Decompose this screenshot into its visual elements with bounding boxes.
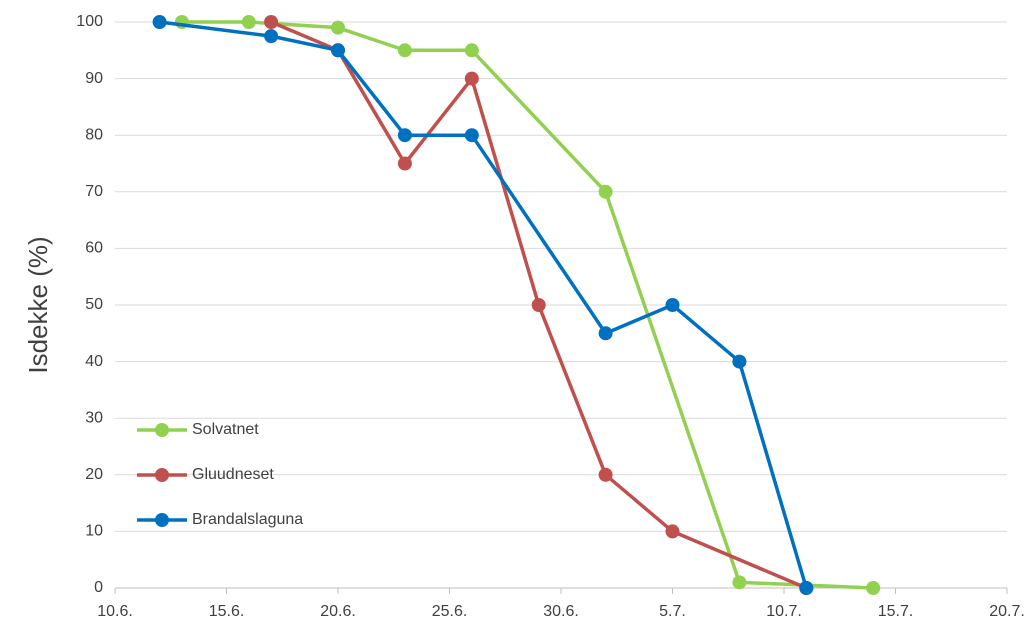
data-point [665, 524, 680, 539]
data-point [152, 15, 167, 29]
data-point [397, 128, 412, 143]
series-line [181, 20, 874, 590]
legend-label: Brandalslaguna [192, 511, 303, 528]
data-point [331, 20, 345, 35]
y-axis-title: Isdekke (%) [23, 236, 53, 373]
data-point [531, 298, 546, 312]
y-tick-label: 80 [85, 126, 103, 143]
x-tick-label: 10.7. [766, 603, 802, 620]
data-point [264, 29, 279, 44]
data-point [464, 128, 479, 143]
series-line [270, 20, 807, 590]
x-tick-label: 15.6. [209, 603, 245, 620]
data-point [331, 43, 345, 58]
x-tick-label: 15.7. [878, 603, 914, 620]
y-tick-label: 40 [85, 353, 103, 370]
y-tick-label: 20 [85, 466, 103, 483]
y-tick-label: 90 [85, 70, 103, 87]
data-point [598, 326, 613, 341]
x-tick-label: 25.6. [432, 603, 468, 620]
data-point [866, 581, 881, 595]
y-tick-label: 100 [76, 13, 103, 30]
legend-marker [155, 513, 169, 527]
data-point [598, 467, 613, 482]
y-tick-label: 70 [85, 183, 103, 200]
data-point [665, 298, 680, 312]
legend-label: Gluudneset [192, 466, 274, 483]
data-point [241, 15, 256, 29]
x-tick-label: 20.6. [320, 603, 356, 620]
data-point [732, 575, 747, 590]
y-tick-label: 10 [85, 523, 103, 540]
x-tick-label: 10.6. [97, 603, 133, 620]
y-tick-label: 50 [85, 296, 103, 313]
y-tick-label: 30 [85, 409, 103, 426]
legend-label: Solvatnet [192, 421, 259, 438]
x-tick-label: 5.7. [659, 603, 686, 620]
legend-marker [155, 468, 169, 482]
y-tick-label: 0 [94, 579, 103, 596]
data-point [397, 43, 412, 58]
legend-marker [155, 423, 169, 437]
data-point [598, 184, 613, 199]
y-tick-label: 60 [85, 240, 103, 257]
data-point [464, 43, 479, 58]
data-point [264, 15, 279, 29]
x-tick-label: 20.7. [989, 603, 1025, 620]
data-point [397, 156, 412, 171]
data-point [464, 71, 479, 86]
x-tick-label: 30.6. [543, 603, 579, 620]
data-point [799, 581, 814, 595]
data-point [732, 354, 747, 369]
